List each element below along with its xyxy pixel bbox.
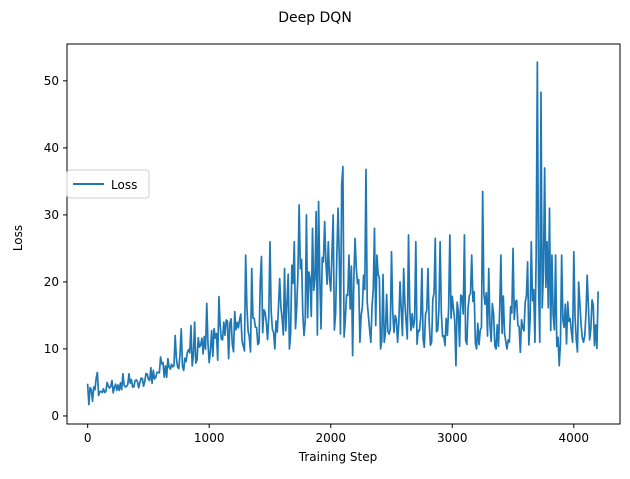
- y-tick-label-1: 10: [44, 342, 59, 356]
- x-axis: 0 1000 2000 3000 4000: [84, 424, 589, 445]
- x-tick-label-3: 3000: [437, 431, 468, 445]
- y-tick-label-2: 20: [44, 275, 59, 289]
- y-tick-label-3: 30: [44, 208, 59, 222]
- y-tick-label-0: 0: [51, 409, 59, 423]
- x-tick-label-2: 2000: [315, 431, 346, 445]
- legend: Loss: [66, 169, 150, 199]
- x-tick-label-0: 0: [84, 431, 92, 445]
- x-axis-label: Training Step: [298, 450, 378, 464]
- legend-label-loss: Loss: [111, 178, 137, 192]
- x-tick-label-1: 1000: [194, 431, 225, 445]
- x-tick-label-4: 4000: [559, 431, 590, 445]
- y-axis-label: Loss: [11, 225, 25, 251]
- series-line-loss: [86, 61, 599, 406]
- legend-box: [66, 169, 150, 199]
- y-axis: 0 10 20 30 40 50: [44, 74, 67, 423]
- chart-title: Deep DQN: [278, 10, 352, 26]
- plot-area: [66, 43, 621, 425]
- y-tick-label-4: 40: [44, 141, 59, 155]
- y-tick-label-5: 50: [44, 74, 59, 88]
- series-layer: [86, 61, 599, 406]
